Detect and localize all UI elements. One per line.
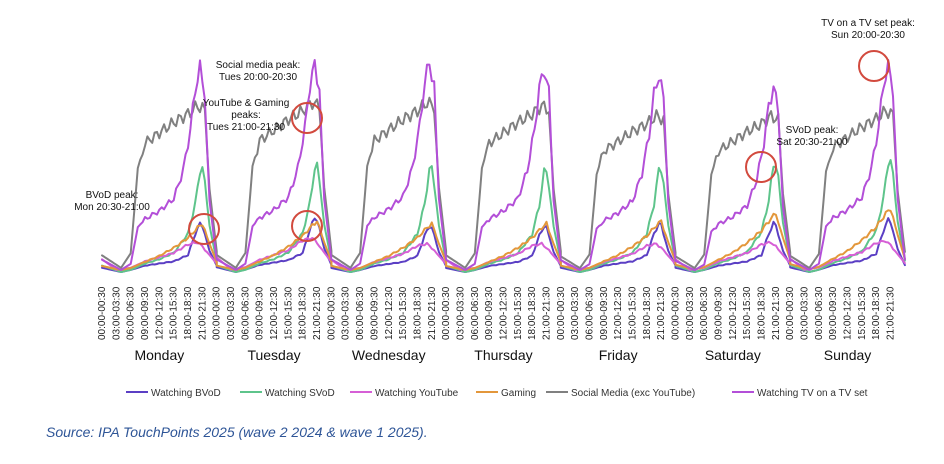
x-tick-label: 00:00-00:30	[97, 286, 108, 340]
series-line-watching-tv-on-a-tv-set	[101, 59, 906, 272]
x-tick-label: 09:00-09:30	[714, 286, 725, 340]
x-tick-label: 06:00-06:30	[470, 286, 481, 340]
day-label-monday: Monday	[134, 347, 184, 363]
x-tick-label: 06:00-06:30	[126, 286, 137, 340]
x-tick-label: 21:00-21:30	[656, 286, 667, 340]
x-tick-label: 03:00-03:30	[226, 286, 237, 340]
day-label-friday: Friday	[599, 347, 638, 363]
day-label-sunday: Sunday	[824, 347, 871, 363]
x-tick-label: 03:00-03:30	[111, 286, 122, 340]
x-tick-label: 21:00-21:30	[312, 286, 323, 340]
x-tick-label: 21:00-21:30	[886, 286, 897, 340]
x-tick-label: 12:00-12:30	[843, 286, 854, 340]
x-tick-label: 00:00-00:30	[556, 286, 567, 340]
peak-markers	[188, 50, 890, 245]
x-tick-label: 15:00-15:30	[627, 286, 638, 340]
x-tick-label: 03:00-03:30	[685, 286, 696, 340]
x-tick-label: 15:00-15:30	[742, 286, 753, 340]
x-tick-label: 06:00-06:30	[699, 286, 710, 340]
x-tick-label: 09:00-09:30	[828, 286, 839, 340]
source-note: Source: IPA TouchPoints 2025 (wave 2 202…	[46, 424, 428, 440]
x-tick-label: 15:00-15:30	[398, 286, 409, 340]
x-tick-label: 12:00-12:30	[154, 286, 165, 340]
tv-peak-marker	[858, 50, 890, 82]
x-tick-label: 21:00-21:30	[771, 286, 782, 340]
x-tick-label: 21:00-21:30	[197, 286, 208, 340]
x-tick-label: 15:00-15:30	[169, 286, 180, 340]
legend: Watching BVoD Watching SVoD Watching YouTu…	[126, 388, 868, 399]
x-tick-label: 18:00-18:30	[298, 286, 309, 340]
x-tick-label: 03:00-03:30	[800, 286, 811, 340]
day-label-tuesday: Tuesday	[247, 347, 300, 363]
x-tick-label: 12:00-12:30	[269, 286, 280, 340]
day-label-thursday: Thursday	[474, 347, 532, 363]
x-tick-label: 00:00-00:30	[212, 286, 223, 340]
x-tick-label: 09:00-09:30	[484, 286, 495, 340]
chart-canvas: 00:00-00:30 03:00-03:30 06:00-06:30 09:00-0…	[74, 18, 915, 399]
day-label-saturday: Saturday	[705, 347, 761, 363]
x-tick-label: 03:00-03:30	[341, 286, 352, 340]
x-tick-label: 03:00-03:30	[570, 286, 581, 340]
x-tick-label: 12:00-12:30	[728, 286, 739, 340]
svod-peak-marker	[745, 151, 777, 183]
legend-label: Gaming	[501, 388, 536, 399]
series-layer	[101, 59, 906, 273]
x-tick-label: 12:00-12:30	[498, 286, 509, 340]
x-tick-label: 09:00-09:30	[255, 286, 266, 340]
x-tick-label: 15:00-15:30	[857, 286, 868, 340]
x-tick-label: 15:00-15:30	[283, 286, 294, 340]
x-tick-label: 00:00-00:30	[671, 286, 682, 340]
day-label-wednesday: Wednesday	[352, 347, 426, 363]
x-tick-label: 09:00-09:30	[140, 286, 151, 340]
x-tick-label: 18:00-18:30	[757, 286, 768, 340]
x-tick-label: 00:00-00:30	[441, 286, 452, 340]
social-media-peak-marker	[291, 102, 323, 134]
x-tick-label: 00:00-00:30	[326, 286, 337, 340]
tv-peak-annotation: TV on a TV set peak: Sun 20:00-20:30	[821, 18, 915, 41]
legend-label: Watching YouTube	[375, 388, 459, 399]
legend-label: Watching BVoD	[151, 388, 221, 399]
x-tick-label: 18:00-18:30	[412, 286, 423, 340]
x-tick-label: 03:00-03:30	[455, 286, 466, 340]
legend-label: Watching TV on a TV set	[757, 388, 868, 399]
x-tick-label: 12:00-12:30	[613, 286, 624, 340]
svod-peak-annotation: SVoD peak: Sat 20:30-21:00	[776, 125, 848, 148]
x-tick-label: 06:00-06:30	[814, 286, 825, 340]
annotations: Social media peak: Tues 20:00-20:30 YouTub…	[74, 18, 915, 213]
youtube-gaming-peak-annotation: YouTube & Gaming peaks: Tues 21:00-21:30	[203, 98, 290, 133]
day-labels: Monday Tuesday Wednesday Thursday Friday Satu…	[134, 347, 871, 363]
x-tick-label: 18:00-18:30	[642, 286, 653, 340]
x-tick-label: 06:00-06:30	[355, 286, 366, 340]
x-tick-label: 18:00-18:30	[871, 286, 882, 340]
series-line-social-media-exc-youtube	[101, 96, 906, 270]
x-tick-label: 00:00-00:30	[785, 286, 796, 340]
legend-label: Watching SVoD	[265, 388, 335, 399]
x-tick-label: 21:00-21:30	[541, 286, 552, 340]
bvod-peak-annotation: BVoD peak: Mon 20:30-21:00	[74, 190, 150, 213]
x-tick-label: 09:00-09:30	[369, 286, 380, 340]
x-tick-label: 18:00-18:30	[527, 286, 538, 340]
x-tick-label: 15:00-15:30	[513, 286, 524, 340]
bvod-peak-marker	[188, 213, 220, 245]
social-media-peak-annotation: Social media peak: Tues 20:00-20:30	[216, 60, 301, 83]
x-tick-label: 09:00-09:30	[599, 286, 610, 340]
legend-label: Social Media (exc YouTube)	[571, 388, 695, 399]
x-tick-labels: 00:00-00:30 03:00-03:30 06:00-06:30 09:00-0…	[97, 286, 897, 340]
x-tick-label: 06:00-06:30	[584, 286, 595, 340]
x-tick-label: 21:00-21:30	[427, 286, 438, 340]
x-tick-label: 18:00-18:30	[183, 286, 194, 340]
youtube-gaming-peak-marker	[291, 210, 323, 242]
x-tick-label: 06:00-06:30	[240, 286, 251, 340]
x-tick-label: 12:00-12:30	[384, 286, 395, 340]
